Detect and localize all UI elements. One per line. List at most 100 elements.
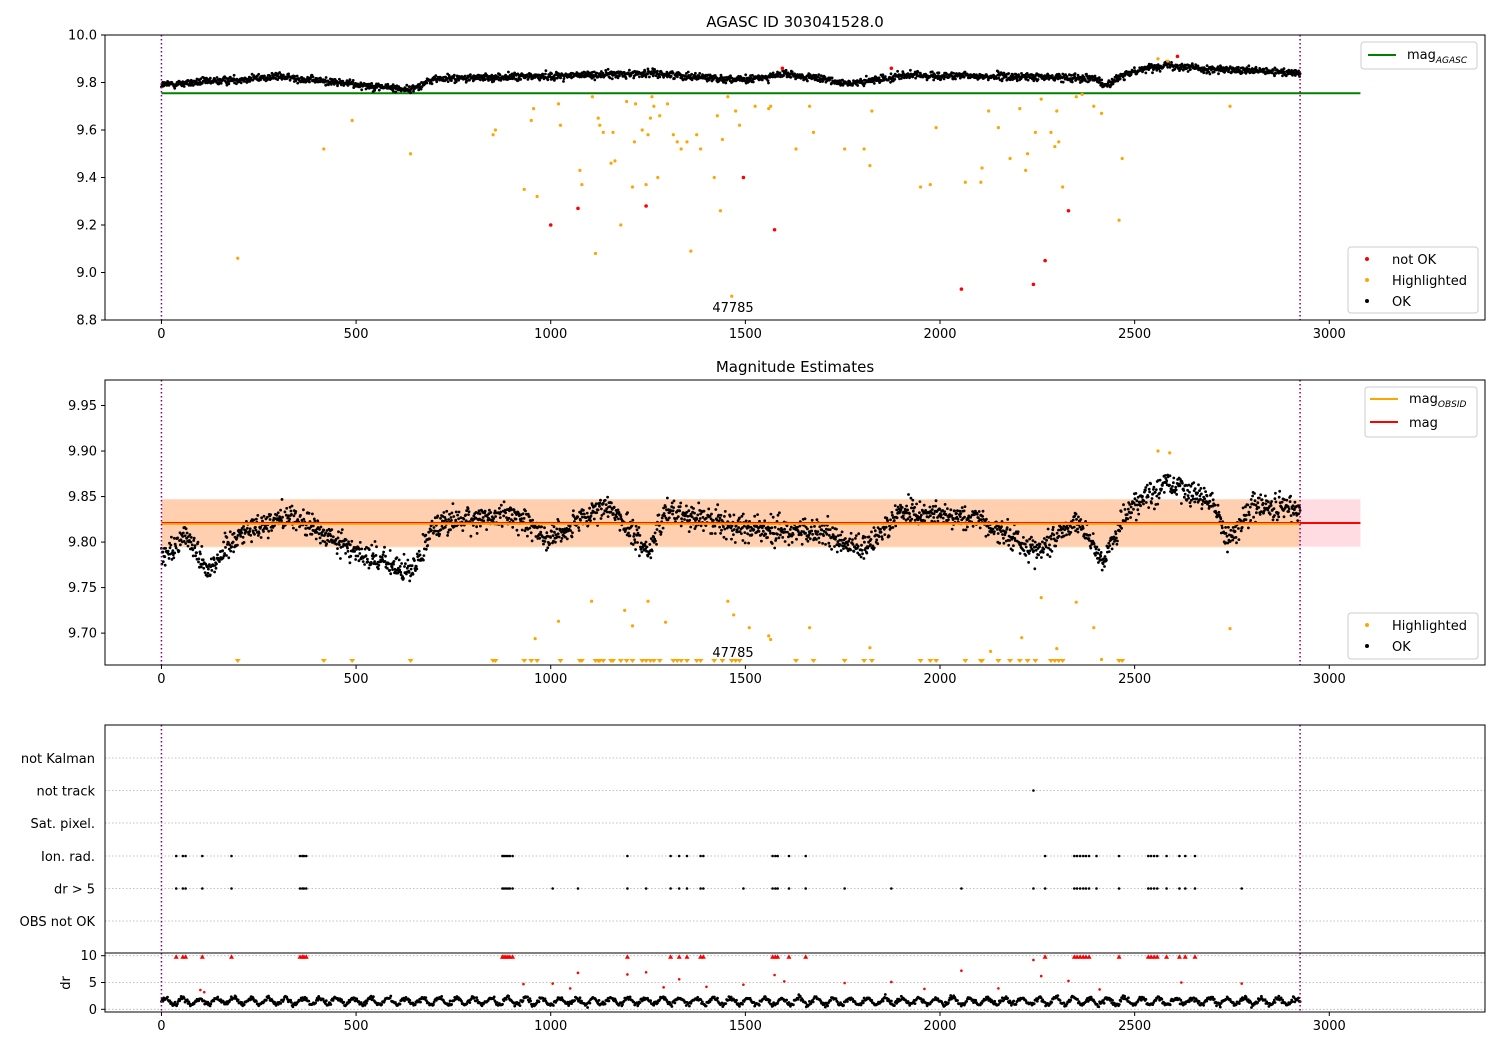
- ok-point: [670, 501, 674, 505]
- ok-point: [909, 68, 912, 72]
- ok-point: [710, 512, 713, 516]
- ok-point: [1070, 80, 1074, 84]
- ok-point: [1048, 555, 1052, 558]
- ok-point: [434, 529, 438, 533]
- ok-point: [239, 81, 243, 85]
- ok-point: [435, 80, 439, 84]
- ok-point: [981, 509, 985, 513]
- ok-point: [943, 503, 947, 506]
- ok-point: [953, 509, 956, 513]
- ok-point: [638, 554, 641, 558]
- ok-point: [932, 512, 936, 516]
- ok-point: [224, 546, 227, 549]
- ok-point: [958, 509, 962, 513]
- ok-point: [1144, 71, 1148, 75]
- ok-point: [199, 552, 202, 556]
- ok-point: [1160, 487, 1163, 491]
- ok-point: [899, 508, 903, 512]
- ok-point: [695, 517, 699, 521]
- out-of-range-marker: [521, 659, 528, 663]
- ok-point: [1198, 489, 1201, 492]
- ok-point: [671, 512, 674, 516]
- ok-point: [902, 517, 906, 520]
- ok-point: [1239, 519, 1243, 523]
- ok-point: [1266, 500, 1270, 504]
- ok-point: [1115, 542, 1119, 546]
- ok-point: [786, 71, 790, 75]
- ok-point: [1294, 511, 1298, 515]
- ok-point: [742, 524, 746, 528]
- ok-point: [820, 528, 824, 532]
- ok-point: [577, 526, 580, 529]
- ok-point: [1025, 539, 1029, 543]
- ok-point: [414, 565, 418, 568]
- ok-point: [1141, 495, 1144, 498]
- ok-point: [1189, 484, 1193, 488]
- ok-point: [1156, 502, 1160, 506]
- ok-point: [991, 527, 995, 531]
- ok-point: [918, 511, 921, 514]
- ok-point: [777, 536, 781, 540]
- ok-point: [1134, 518, 1138, 522]
- ok-point: [692, 517, 696, 520]
- ok-point: [1273, 74, 1276, 78]
- ok-point: [421, 533, 425, 536]
- ok-point: [582, 508, 585, 512]
- out-of-range-marker: [234, 659, 241, 663]
- ok-point: [507, 70, 510, 74]
- ok-point: [881, 73, 885, 77]
- ok-point: [1273, 66, 1277, 70]
- ok-point: [374, 554, 378, 557]
- ok-point: [1092, 542, 1096, 546]
- ok-point: [1257, 506, 1261, 509]
- ok-point: [265, 527, 269, 531]
- ok-point: [1266, 508, 1270, 512]
- ok-point: [1028, 537, 1031, 541]
- ok-point: [605, 510, 609, 514]
- ok-point: [939, 78, 943, 81]
- ok-point: [631, 543, 635, 546]
- ok-point: [744, 73, 748, 77]
- ok-point: [628, 534, 632, 538]
- ok-point: [627, 531, 630, 535]
- ok-point: [693, 527, 697, 530]
- ok-point: [830, 547, 833, 551]
- ok-point: [1262, 67, 1266, 71]
- ok-point: [818, 525, 822, 529]
- ok-point: [1142, 499, 1146, 503]
- ok-point: [771, 515, 775, 519]
- ok-point: [712, 519, 715, 522]
- out-of-range-marker: [600, 659, 607, 663]
- ok-point: [713, 532, 717, 535]
- ok-point: [439, 516, 442, 520]
- ok-point: [293, 75, 297, 78]
- ok-point: [704, 524, 708, 527]
- ok-point: [1074, 512, 1078, 516]
- ok-point: [666, 496, 669, 500]
- ok-point: [1269, 504, 1273, 507]
- ok-point: [335, 542, 338, 546]
- ok-point: [173, 542, 177, 546]
- ok-point: [1054, 544, 1058, 548]
- ok-point: [803, 517, 807, 521]
- ok-point: [962, 509, 966, 513]
- ok-point: [689, 525, 693, 529]
- agasc-legend-bottom: not OK Highlighted OK: [1347, 246, 1479, 314]
- ok-point: [1128, 503, 1132, 506]
- ok-point: [182, 85, 186, 88]
- ok-point: [512, 508, 516, 512]
- agasc-data-layer: [160, 35, 1361, 320]
- highlighted-point: [996, 126, 1000, 130]
- ok-point: [527, 515, 531, 519]
- highlighted-point: [963, 180, 967, 184]
- ok-point: [1014, 72, 1018, 76]
- ok-point: [956, 517, 960, 521]
- ok-point: [1043, 541, 1047, 545]
- ok-point: [496, 75, 500, 79]
- ok-point: [1137, 500, 1141, 504]
- ok-point: [815, 538, 818, 541]
- ok-point: [702, 509, 706, 513]
- ok-point: [223, 531, 227, 535]
- ok-point: [246, 526, 249, 530]
- ok-point: [236, 534, 240, 537]
